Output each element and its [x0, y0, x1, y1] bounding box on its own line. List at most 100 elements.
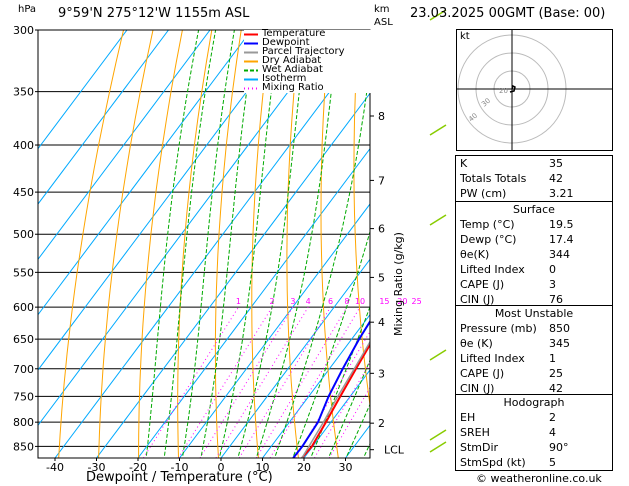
pressure-tick-label: 700 — [13, 363, 34, 376]
datetime-title: 23.03.2025 00GMT (Base: 00) — [410, 6, 606, 21]
pressure-tick-label: 750 — [13, 390, 34, 403]
location-title: 9°59'N 275°12'W 1155m ASL — [58, 6, 250, 21]
legend-label: Isotherm — [262, 73, 307, 84]
hodograph-table-title: Hodograph — [503, 396, 565, 409]
hodo-row: EH 2 — [460, 411, 556, 424]
legend-swatch — [244, 33, 258, 36]
hodo-ring-label-20: 20 — [499, 87, 508, 95]
plot-frame — [37, 29, 371, 459]
temperature-tick-label: 0 — [218, 461, 225, 474]
credit-text: © weatheronline.co.uk — [476, 472, 602, 485]
dry-adiabat-line — [624, 30, 629, 458]
dry-adiabat-line — [417, 30, 458, 458]
km-tick-label: 3 — [378, 367, 385, 380]
legend-swatch — [244, 51, 258, 54]
dewpoint-line — [292, 319, 370, 458]
dry-adiabat-line — [214, 30, 242, 458]
most-unstable-table: Most Unstable Pressure (mb) 850 θe (K) 345… — [455, 305, 613, 397]
legend-label: Dry Adiabat — [262, 55, 322, 66]
hodo-ring-label-40: 40 — [467, 112, 479, 124]
mixing-ratio-label: 2 — [270, 297, 275, 306]
pressure-tick-label: 600 — [13, 301, 34, 314]
pressure-tick-label: 450 — [13, 186, 34, 199]
wind-barb — [429, 349, 447, 361]
hodograph-box: kt 20 30 40 — [456, 29, 613, 151]
pressure-tick-label: 350 — [13, 86, 34, 99]
parcel-line — [301, 340, 370, 458]
isotherm-line — [38, 30, 128, 150]
legend-label: Temperature — [262, 28, 326, 39]
wet-adiabat-line — [293, 230, 370, 456]
mixing-ratio-line — [238, 306, 331, 458]
wind-barb — [429, 429, 447, 441]
pressure-tick-label: 800 — [13, 416, 34, 429]
asl-label: ASL — [374, 17, 393, 28]
hodograph-table: Hodograph EH 2 SREH 4 StmDir 90° StmSpd (kt… — [455, 394, 613, 471]
wind-barb — [429, 9, 447, 21]
legend-label: Wet Adiabat — [262, 64, 323, 75]
legend: Temperature Dewpoint Parcel Trajectory Dry … — [244, 28, 386, 93]
dry-adiabat-line — [98, 30, 154, 458]
dry-adiabat-line — [353, 30, 370, 409]
legend-swatch — [244, 78, 258, 81]
hodo-row: SREH 4 — [460, 426, 556, 439]
pressure-tick-label: 300 — [13, 24, 34, 37]
hodograph-plot: 20 30 40 — [457, 30, 612, 150]
temperature-tick-label: -10 — [171, 461, 189, 474]
dry-adiabat-line — [138, 30, 183, 458]
pressure-tick-label: 500 — [13, 228, 34, 241]
wind-barb — [429, 214, 447, 226]
pressure-tick-label: 550 — [13, 266, 34, 279]
wet-adiabat-line — [311, 305, 370, 456]
mixing-ratio-label: 25 — [412, 297, 422, 306]
mixing-ratio-label: 20 — [397, 297, 407, 306]
wet-adiabat-line — [256, 30, 339, 456]
isotherm-line — [179, 203, 370, 458]
index-row-k: K 35 — [460, 157, 563, 170]
mixing-ratio-label: 15 — [379, 297, 389, 306]
mixing-ratio-label: 8 — [344, 297, 349, 306]
isotherm-line — [220, 258, 370, 458]
mu-row: CAPE (J) 25 — [460, 367, 563, 380]
wet-adiabat-line — [238, 30, 308, 456]
legend-swatch — [244, 69, 258, 72]
temperature-tick-label: -40 — [46, 461, 64, 474]
isotherm-line — [38, 30, 211, 261]
hodo-ring-label-30: 30 — [480, 97, 492, 109]
surface-row: Temp (°C) 19.5 — [460, 218, 574, 231]
wet-adiabat-line — [219, 30, 280, 456]
most-unstable-title: Most Unstable — [494, 307, 574, 320]
dry-adiabat-line — [58, 30, 124, 458]
temperature-tick-label: -30 — [88, 461, 106, 474]
index-row-totals: Totals Totals 42 — [460, 172, 563, 185]
hodo-row: StmSpd (kt) 5 — [460, 456, 556, 469]
temperature-tick-label: 10 — [256, 461, 270, 474]
isotherm-line — [38, 30, 169, 205]
mixing-ratio-label: 4 — [306, 297, 311, 306]
dry-adiabat-line — [286, 30, 301, 458]
legend-swatch — [244, 42, 258, 45]
pressure-tick-label: 650 — [13, 333, 34, 346]
wind-barb — [429, 124, 447, 136]
km-label: km — [374, 4, 390, 15]
pressure-tick-label: 400 — [13, 139, 34, 152]
mu-row: Lifted Index 1 — [460, 352, 556, 365]
mixing-ratio-label: 1 — [236, 297, 241, 306]
km-tick-label: 2 — [378, 417, 385, 430]
hodograph-kt-label: kt — [460, 31, 470, 42]
right-axis-title: Mixing Ratio (g/kg) — [392, 232, 405, 336]
surface-title: Surface — [513, 203, 555, 216]
wind-barb — [429, 441, 447, 453]
isotherm-line — [38, 30, 335, 427]
km-tick-label: 4 — [378, 316, 385, 329]
mu-row: CIN (J) 42 — [460, 382, 563, 395]
wet-adiabat-line — [164, 30, 217, 456]
isotherm-line — [303, 369, 370, 458]
hodo-row: StmDir 90° — [460, 441, 569, 454]
legend-swatch — [244, 60, 258, 63]
surface-row: CIN (J) 76 — [460, 293, 563, 306]
km-tick-label: 8 — [378, 110, 385, 123]
indices-table: K 35 Totals Totals 42 PW (cm) 3.21 — [455, 155, 613, 202]
pressure-tick-label: 850 — [13, 440, 34, 453]
